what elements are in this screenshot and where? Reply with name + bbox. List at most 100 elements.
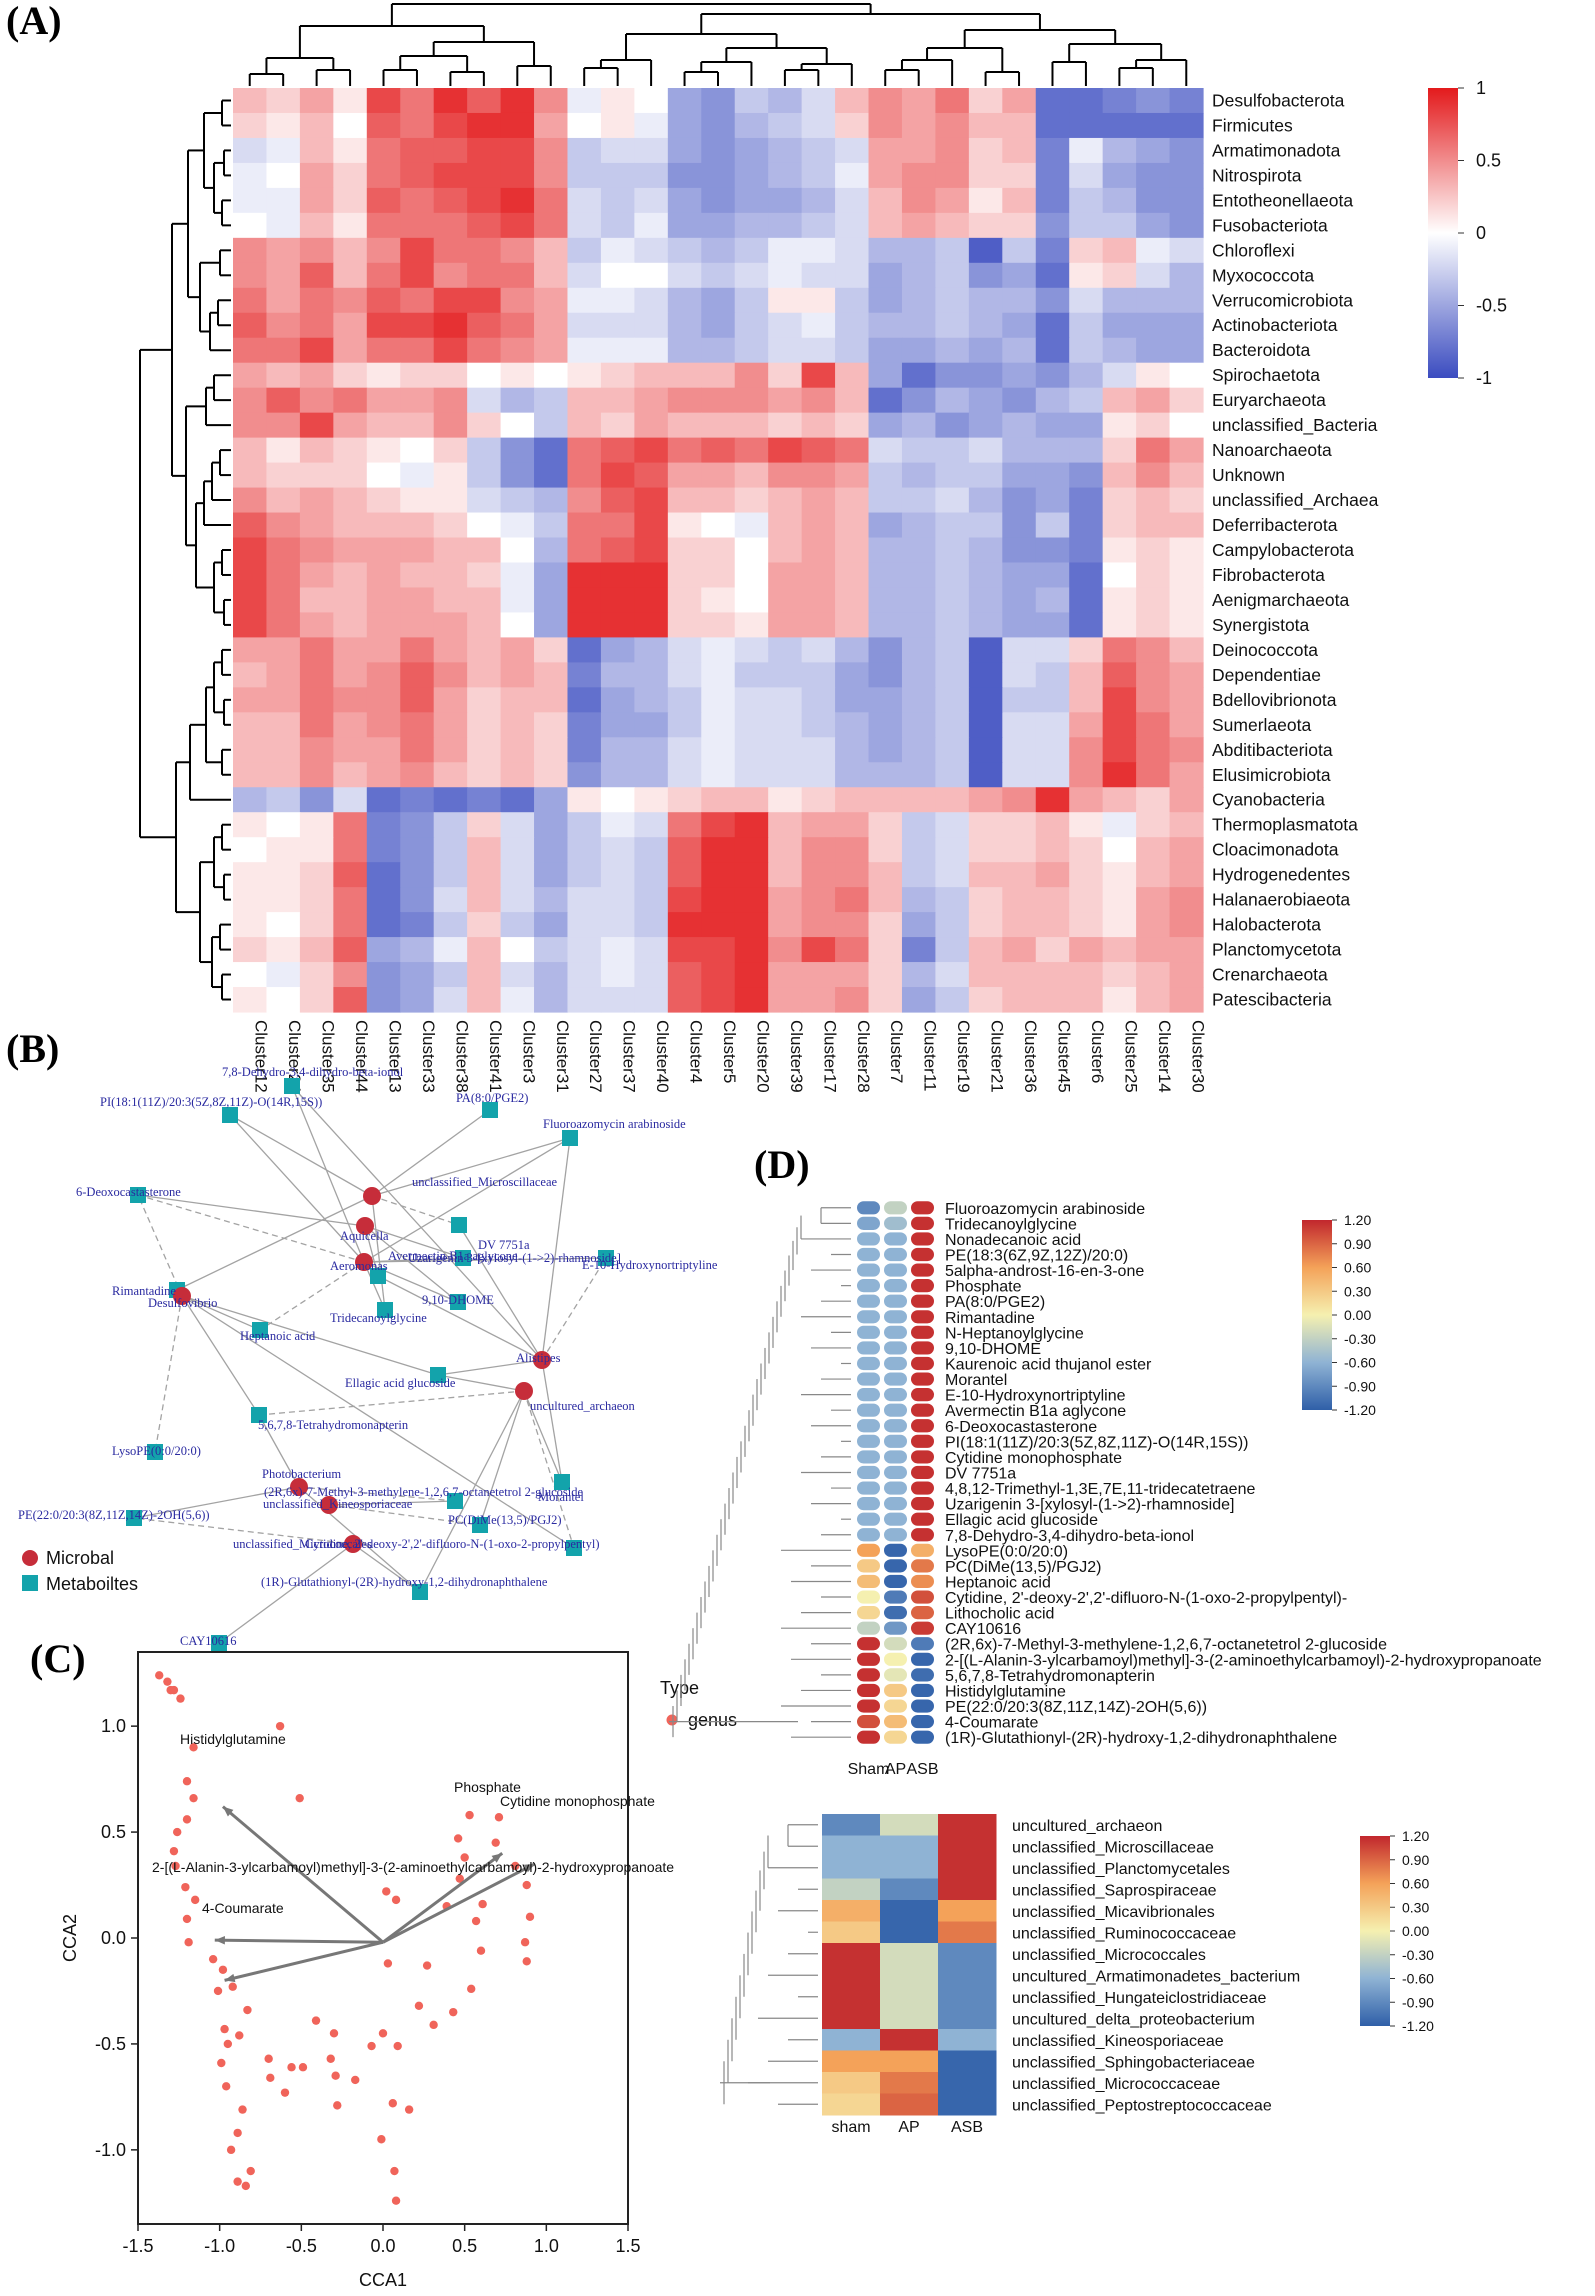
heatmap-a-cell — [534, 437, 569, 464]
heatmap-a-cell — [1102, 787, 1137, 813]
network-metabolite-node — [450, 1294, 466, 1310]
heatmap-a-cell — [1035, 412, 1070, 439]
heatmap-a-cell — [901, 587, 937, 614]
heatmap-a-cell — [600, 537, 635, 564]
heatmap-a-row-label: Actinobacteriota — [1212, 315, 1338, 335]
heatmap-a-cell — [266, 537, 301, 564]
heatmap-a-cell — [801, 737, 836, 763]
heatmap-a-cell — [500, 737, 535, 763]
heatmap-a-cell — [835, 187, 870, 214]
heatmap-a-cell — [935, 637, 970, 663]
heatmap-a-cell — [768, 762, 803, 788]
network-metabolite-label: LysoPE(0:0/20:0) — [112, 1444, 201, 1458]
heatmap-a-cell — [1069, 287, 1104, 314]
heatmap-a-cell — [1069, 237, 1104, 264]
heatmap-row-label: Avermectin B1a aglycone — [945, 1403, 1126, 1420]
heatmap-a-cell — [333, 762, 368, 788]
heatmap-a-cell — [366, 612, 401, 639]
heatmap-a-cell — [701, 687, 736, 713]
heatmap-a-cell — [968, 88, 1003, 114]
heatmap-a-cell — [600, 762, 635, 788]
heatmap-a-cell — [266, 887, 301, 913]
heatmap-a-cell — [233, 337, 268, 364]
cca-point — [460, 1853, 469, 1862]
heatmap-a-cell — [968, 687, 1003, 713]
heatmap-a-cell — [266, 762, 301, 788]
heatmap-a-cell — [1002, 437, 1037, 464]
heatmap-a-cell — [701, 637, 736, 663]
heatmap-a-cell — [1136, 987, 1171, 1013]
cca-point — [491, 1838, 500, 1847]
heatmap-d-top-cell — [857, 1637, 880, 1651]
heatmap-a-cell — [701, 237, 736, 264]
heatmap-a-cell — [467, 837, 502, 863]
heatmap-a-cell — [467, 362, 502, 389]
heatmap-a-cell — [1169, 212, 1204, 239]
heatmap-d-top-cell — [857, 1699, 880, 1713]
cca-point — [329, 2029, 339, 2038]
cca-point — [280, 2088, 290, 2097]
heatmap-a-cell — [266, 787, 301, 813]
heatmap-a-cell — [935, 862, 970, 888]
heatmap-d-bottom-legend: 1.200.900.600.300.00-0.30-0.60-0.90-1.20 — [1360, 1828, 1434, 2034]
network-microbial-label: Alistipes — [516, 1351, 561, 1365]
heatmap-a-cell — [734, 712, 769, 738]
network-metabolite-node — [566, 1540, 582, 1556]
heatmap-a-cell — [534, 187, 569, 214]
heatmap-a-cell — [400, 862, 435, 888]
heatmap-a-cell — [467, 912, 502, 938]
heatmap-a-cell — [801, 512, 836, 539]
heatmap-a-cell — [734, 937, 769, 963]
heatmap-a-cell — [500, 537, 535, 564]
heatmap-a-cell — [500, 662, 535, 688]
heatmap-a-cell — [634, 262, 669, 289]
heatmap-a-cell — [801, 362, 836, 389]
heatmap-a-cell — [299, 187, 334, 214]
heatmap-a-cell — [1169, 537, 1204, 564]
heatmap-a-cell — [968, 537, 1003, 564]
heatmap-d-top-cell — [911, 1372, 934, 1386]
heatmap-d-bottom-cell — [938, 2029, 997, 2051]
heatmap-a-cell — [1136, 337, 1171, 364]
heatmap-a-cell — [1136, 762, 1171, 788]
cca-arrow — [382, 1852, 504, 1944]
heatmap-d-bottom-cell — [938, 1921, 997, 1944]
heatmap-a-cell — [233, 762, 268, 788]
network-edge — [181, 1295, 261, 1331]
heatmap-a-cell — [1035, 337, 1070, 364]
heatmap-a-cell — [299, 437, 334, 464]
heatmap-a-cell — [400, 737, 435, 763]
heatmap-a-cell — [634, 762, 669, 788]
heatmap-a-cell — [768, 912, 803, 938]
heatmap-a-cell — [467, 187, 502, 214]
heatmap-a-cell — [1069, 587, 1104, 614]
heatmap-a-cell — [768, 112, 803, 139]
heatmap-a-cell — [534, 88, 569, 114]
heatmap-a-cell — [534, 812, 569, 838]
heatmap-a-row-label: Armatimonadota — [1212, 140, 1341, 160]
heatmap-a-cell — [400, 287, 435, 314]
network-edge — [364, 1225, 464, 1259]
heatmap-a-cell — [701, 937, 736, 963]
heatmap-a-cell — [935, 937, 970, 963]
heatmap-a-cell — [433, 487, 468, 514]
cca-point — [378, 2029, 388, 2038]
heatmap-a-cell — [366, 162, 401, 189]
heatmap-d-bottom-cell — [822, 1986, 881, 2008]
heatmap-d-top-cell — [884, 1574, 907, 1589]
heatmap-a-cell — [868, 88, 903, 114]
heatmap-d-top-cell — [884, 1232, 907, 1246]
heatmap-a-column-label: Cluster11 — [921, 1020, 940, 1092]
heatmap-a-cell — [433, 437, 468, 464]
heatmap-a-cell — [600, 837, 635, 863]
heatmap-a-cell — [935, 437, 970, 464]
heatmap-a-cell — [333, 962, 368, 988]
heatmap-a-cell — [1102, 562, 1137, 589]
heatmap-a-cell — [567, 237, 602, 264]
heatmap-a-cell — [968, 612, 1003, 639]
heatmap-a-cell — [634, 437, 669, 464]
heatmap-a-cell — [835, 287, 870, 314]
heatmap-a-cell — [667, 237, 702, 264]
heatmap-a-cell — [233, 262, 268, 289]
heatmap-a-row-label: Nanoarchaeota — [1212, 440, 1332, 460]
